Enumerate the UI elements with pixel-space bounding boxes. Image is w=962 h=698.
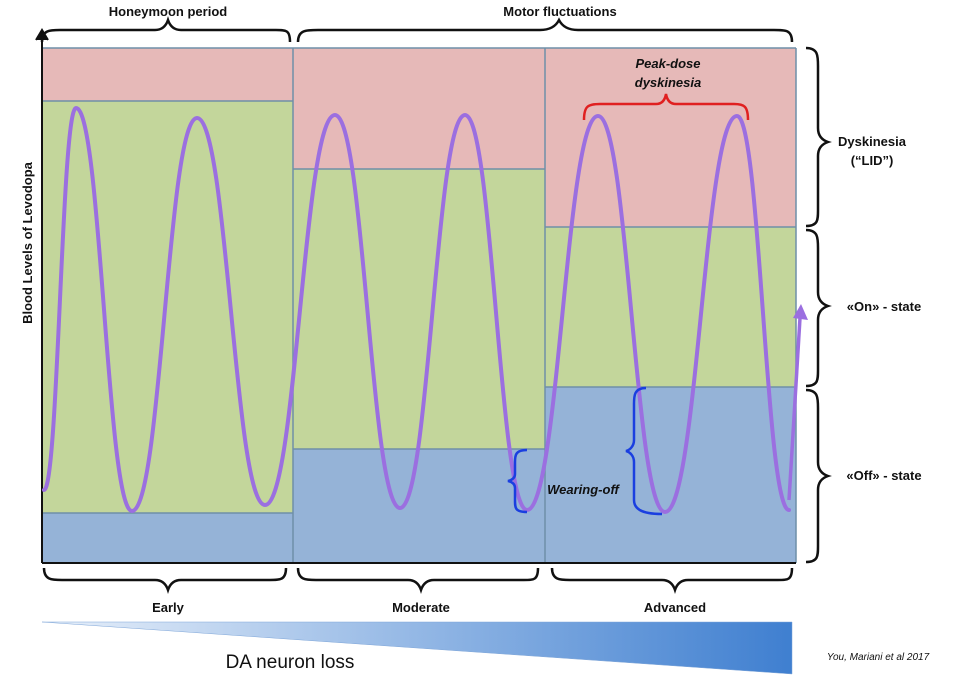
moderate-off-zone (293, 449, 545, 563)
motor-fluctuations-brace (296, 17, 794, 43)
wearing-off-brace-small (507, 448, 528, 514)
wearing-off-brace-large (625, 386, 663, 516)
citation: You, Mariani et al 2017 (827, 652, 930, 663)
peak-dose-brace (582, 93, 750, 121)
y-axis-label: Blood Levels of Levodopa (20, 161, 35, 324)
early-brace (42, 567, 288, 594)
levodopa-curve (42, 105, 791, 515)
advanced-off-zone (545, 387, 796, 563)
moderate-dyskinesia-zone (293, 48, 545, 169)
y-axis-arrow (35, 28, 49, 41)
stage-label-advanced: Advanced (644, 600, 706, 615)
off-state-brace (805, 388, 832, 564)
zone-boundaries (42, 47, 797, 563)
on-state-brace (805, 228, 832, 388)
early-dyskinesia-zone (42, 48, 293, 101)
early-on-zone (42, 101, 293, 513)
moderate-brace (296, 567, 540, 594)
off-state-label: «Off» - state (846, 468, 921, 483)
peak-dose-label: Peak-dose (635, 56, 700, 71)
peak-dose-label-2: dyskinesia (635, 75, 702, 90)
curve-arrow-shaft (787, 317, 802, 501)
advanced-on-zone (545, 227, 796, 387)
axes (35, 28, 796, 564)
dyskinesia-brace (805, 46, 832, 228)
moderate-on-zone (293, 169, 545, 449)
early-off-zone (42, 513, 293, 563)
advanced-brace (550, 567, 794, 594)
wearing-off-label: Wearing-off (547, 482, 620, 497)
stage-label-moderate: Moderate (392, 600, 450, 615)
honeymoon-label: Honeymoon period (109, 4, 228, 19)
motor-fluctuations-label: Motor fluctuations (503, 4, 616, 19)
neuron-loss-wedge (41, 621, 793, 675)
on-state-label: «On» - state (847, 299, 921, 314)
honeymoon-brace (40, 16, 292, 43)
lid-label: (“LID”) (851, 153, 894, 168)
neuron-loss-label: DA neuron loss (226, 652, 355, 673)
stage-label-early: Early (152, 600, 185, 615)
curve-arrow-head (793, 304, 808, 320)
dyskinesia-label: Dyskinesia (838, 134, 907, 149)
